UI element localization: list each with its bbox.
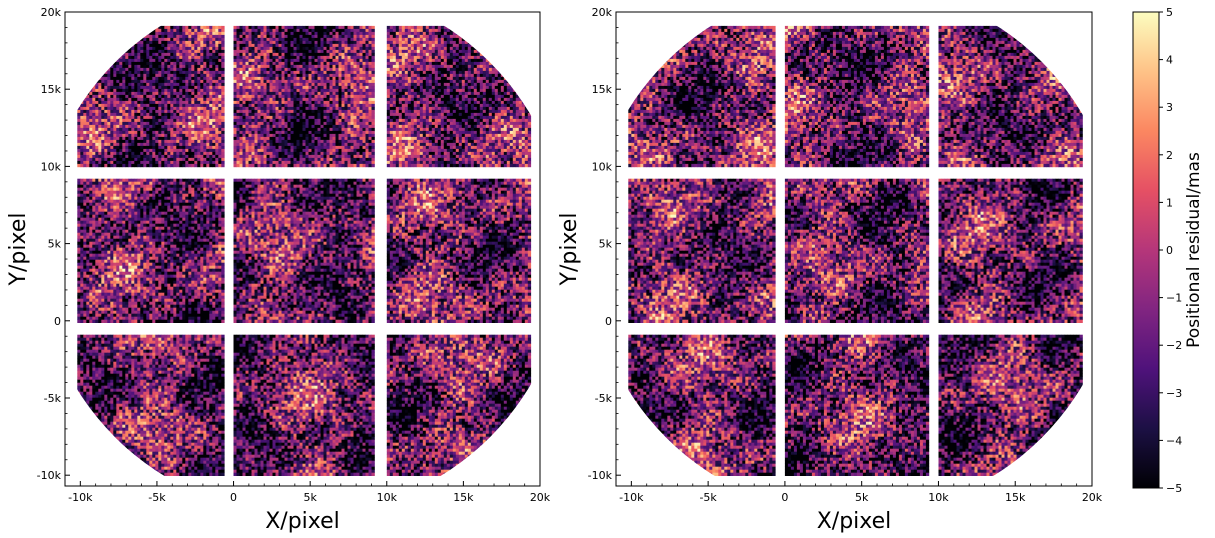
x-tick-label: -10k xyxy=(68,491,93,504)
y-tick-label: -10k xyxy=(37,469,62,482)
detector-chip-r2-c2 xyxy=(938,25,1083,168)
y-tick-label: 0 xyxy=(605,315,612,328)
y-tick-label: 0 xyxy=(54,315,61,328)
detector-chip-r0-c1 xyxy=(784,334,930,476)
y-tick-label: 5k xyxy=(599,238,613,251)
heatmap-cells xyxy=(628,25,1083,476)
right-residual-map-panel: -10k -5k 0 5k 10k 15k 20k -10k -5k 0 5k 10k 15k 20k X/… xyxy=(557,6,1103,534)
y-tick-label: 10k xyxy=(41,160,62,173)
colorbar-tick-label: 5 xyxy=(1166,6,1173,19)
axes-frame xyxy=(64,11,541,487)
y-axis-label: Y/pixel xyxy=(557,213,582,287)
detector-chip-r0-c0 xyxy=(77,334,225,476)
detector-chip-r0-c2 xyxy=(386,334,532,476)
colorbar: −5 −4 −3 −2 −1 0 1 2 3 4 5 Positional residual/mas xyxy=(1132,6,1204,495)
x-tick-label: -5k xyxy=(148,491,166,504)
detector-chip-r2-c2 xyxy=(386,25,532,168)
colorbar-tick-label: −2 xyxy=(1166,339,1182,352)
detector-chip-r1-c0 xyxy=(77,178,225,323)
y-tick-label: 20k xyxy=(41,6,62,19)
x-tick-label: 10k xyxy=(928,491,949,504)
colorbar-tick-label: 1 xyxy=(1166,196,1173,209)
detector-chip-r0-c1 xyxy=(233,334,375,476)
x-tick-label: 5k xyxy=(303,491,317,504)
y-axis-label: Y/pixel xyxy=(6,213,31,287)
detector-chip-r2-c1 xyxy=(233,25,375,168)
colorbar-tick-label: −3 xyxy=(1166,387,1182,400)
x-tick-label: -5k xyxy=(699,491,717,504)
y-tick-label: 5k xyxy=(48,238,62,251)
x-tick-label: 15k xyxy=(453,491,474,504)
detector-chip-r1-c2 xyxy=(386,178,532,323)
x-axis-label: X/pixel xyxy=(817,509,892,534)
x-axis-label: X/pixel xyxy=(265,509,340,534)
colorbar-tick-label: −1 xyxy=(1166,292,1182,305)
detector-chip-r2-c0 xyxy=(77,25,225,168)
detector-chip-r1-c1 xyxy=(233,178,375,323)
x-tick-label: 5k xyxy=(855,491,869,504)
x-tick-label: 10k xyxy=(377,491,398,504)
x-tick-label: -10k xyxy=(619,491,644,504)
detector-chip-r0-c0 xyxy=(628,334,776,476)
x-tick-label: 20k xyxy=(1082,491,1103,504)
y-tick-label: 20k xyxy=(592,6,613,19)
y-tick-label: -5k xyxy=(595,392,613,405)
colorbar-tick-label: 3 xyxy=(1166,101,1173,114)
colorbar-tick-label: −4 xyxy=(1166,434,1182,447)
colorbar-tick-label: 2 xyxy=(1166,149,1173,162)
x-tick-label: 15k xyxy=(1005,491,1026,504)
detector-chip-r0-c2 xyxy=(938,334,1083,476)
detector-chip-r1-c0 xyxy=(628,178,776,323)
y-tick-label: -10k xyxy=(588,469,613,482)
heatmap-cells xyxy=(77,25,532,476)
y-tick-label: 15k xyxy=(41,83,62,96)
x-tick-label: 0 xyxy=(781,491,788,504)
colorbar-tick-label: 0 xyxy=(1166,244,1173,257)
x-tick-label: 0 xyxy=(230,491,237,504)
y-tick-label: 10k xyxy=(592,160,613,173)
axes-frame xyxy=(615,11,1093,487)
detector-chip-r1-c1 xyxy=(784,178,930,323)
y-tick-label: -5k xyxy=(44,392,62,405)
detector-chip-r1-c2 xyxy=(938,178,1083,323)
colorbar-tick-label: 4 xyxy=(1166,54,1173,67)
colorbar-label: Positional residual/mas xyxy=(1184,152,1204,348)
colorbar-gradient xyxy=(1132,11,1160,489)
colorbar-tick-label: −5 xyxy=(1166,482,1182,495)
y-tick-label: 15k xyxy=(592,83,613,96)
x-tick-label: 20k xyxy=(530,491,551,504)
detector-chip-r2-c0 xyxy=(628,25,776,168)
left-residual-map-panel: -10k -5k 0 5k 10k 15k 20k -10k -5k 0 5k 10k 15k 20k X/… xyxy=(6,6,551,534)
detector-chip-r2-c1 xyxy=(784,25,930,168)
